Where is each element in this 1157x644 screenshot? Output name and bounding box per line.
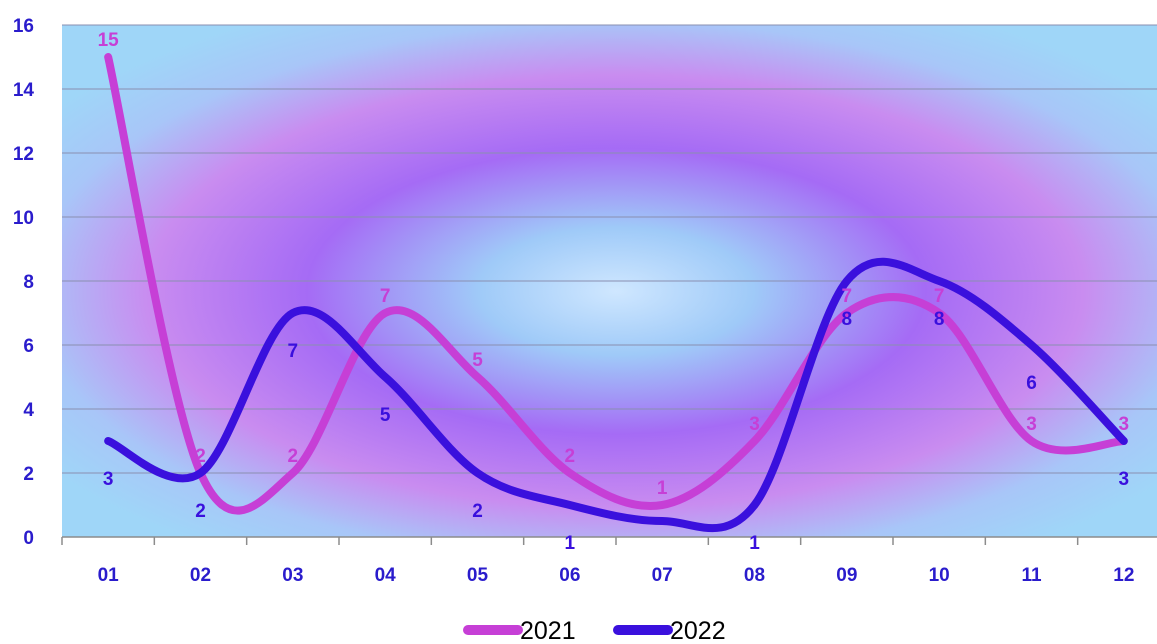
data-label-2021: 7 [842,286,853,307]
x-tick-label: 03 [282,565,303,586]
y-tick-label: 16 [13,16,34,37]
data-label-2021: 2 [288,446,299,467]
data-label-2021: 3 [1026,414,1037,435]
data-label-2021: 3 [1119,414,1130,435]
y-tick-label: 12 [13,144,34,165]
x-tick-label: 12 [1113,565,1134,586]
x-tick-label: 09 [836,565,857,586]
y-tick-label: 8 [23,272,34,293]
series-line-2022 [104,257,1128,533]
x-tick-label: 02 [190,565,211,586]
x-tick-label: 04 [375,565,397,586]
data-labels: 15 2 2 7 5 2 1 3 7 7 3 3 3 2 7 5 2 1 1 8 8 6 3 [98,30,1130,554]
y-tick-label: 14 [13,80,35,101]
x-tick-label: 01 [98,565,120,586]
x-tick-label: 11 [1021,565,1042,586]
data-label-2021: 5 [472,350,483,371]
x-axis-tick-labels: 01 02 03 04 05 06 07 08 09 10 11 12 [98,565,1135,586]
legend: 2021 2022 [463,617,726,644]
data-label-2022: 3 [1119,469,1130,490]
data-label-2021: 3 [749,414,760,435]
series-line-2021 [104,53,1128,515]
y-tick-label: 10 [13,208,34,229]
y-tick-label: 2 [23,464,34,485]
data-label-2022: 6 [1026,373,1037,394]
x-tick-label: 07 [652,565,673,586]
data-label-2022: 7 [288,341,299,362]
gridlines [62,24,1157,474]
data-label-2022: 8 [934,309,945,330]
data-label-2022: 2 [195,501,206,522]
y-tick-label: 4 [23,400,34,421]
data-label-2022: 2 [472,501,483,522]
x-tick-label: 10 [929,565,950,586]
series-lines [104,53,1128,533]
data-label-2022: 1 [565,533,576,554]
axes [61,536,1157,545]
data-label-2021: 2 [565,446,576,467]
data-label-2022: 8 [842,309,853,330]
legend-label-2021: 2021 [520,617,576,644]
y-axis-tick-labels: 0 2 4 6 8 10 12 14 16 [13,16,35,549]
data-label-2021: 7 [380,286,391,307]
data-label-2022: 3 [103,469,114,490]
data-label-2022: 1 [749,533,760,554]
data-label-2022: 5 [380,405,391,426]
data-label-2021: 2 [195,446,206,467]
data-label-2021: 7 [934,286,945,307]
y-tick-label: 6 [23,336,34,357]
y-tick-label: 0 [23,528,34,549]
legend-label-2022: 2022 [670,617,726,644]
x-tick-label: 08 [744,565,765,586]
x-tick-label: 06 [559,565,580,586]
data-label-2021: 15 [98,30,120,51]
data-label-2021: 1 [657,478,668,499]
x-tick-label: 05 [467,565,489,586]
